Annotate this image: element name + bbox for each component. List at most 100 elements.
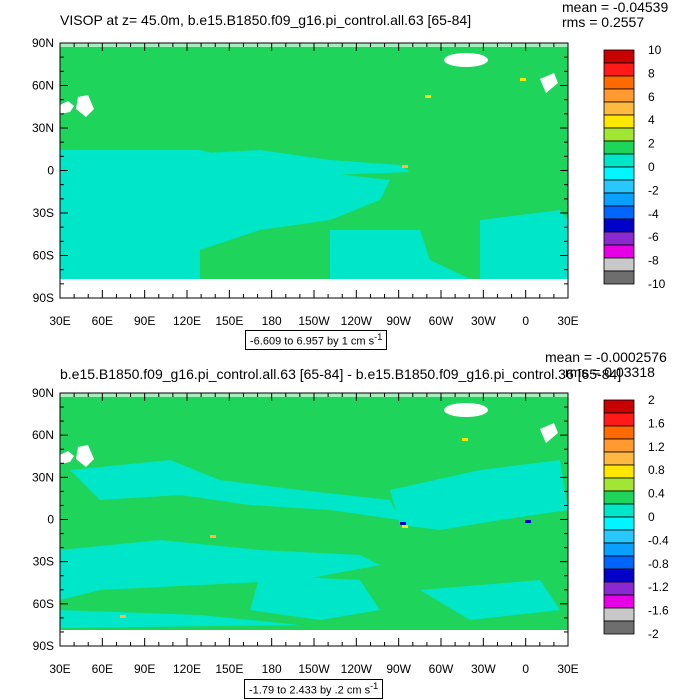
x-tick-label: 120W: [341, 662, 373, 676]
colorbar-box: [603, 425, 635, 440]
colorbar-box: [603, 477, 635, 492]
land-patch: [76, 95, 94, 117]
colorbar-label: 0: [648, 160, 655, 174]
colorbar-box: [603, 140, 635, 155]
x-tick-label: 60E: [92, 314, 113, 328]
negative-region: [170, 150, 410, 175]
greenland-land: [444, 403, 488, 417]
colorbar-label: -8: [648, 254, 659, 268]
y-tick-label: 30S: [33, 555, 54, 569]
colorbar-box: [603, 166, 635, 181]
x-tick-label: 60E: [92, 662, 113, 676]
chart-title: b.e15.B1850.f09_g16.pi_control.all.63 [6…: [60, 366, 622, 382]
colorbar-box: [603, 205, 635, 220]
colorbar-box: [603, 88, 635, 103]
colorbar-box: [603, 75, 635, 90]
y-tick-label: 30N: [32, 121, 54, 135]
x-tick-label: 30W: [471, 314, 496, 328]
colorbar-label: -4: [648, 207, 659, 221]
negative-region: [420, 580, 560, 620]
colorbar-label: -1.2: [648, 580, 669, 594]
anomaly-mark: [462, 438, 468, 441]
rms-label: rms = 0.2557: [562, 14, 645, 30]
bottom-panel: b.e15.B1850.f09_g16.pi_control.all.63 [6…: [0, 350, 700, 700]
greenland-land: [444, 53, 488, 67]
y-tick-label: 90S: [33, 291, 54, 305]
negative-region: [390, 460, 568, 530]
colorbar-box: [603, 153, 635, 168]
colorbar-box: [603, 257, 635, 272]
colorbar-box: [603, 451, 635, 466]
y-tick-label: 90N: [32, 36, 54, 50]
colorbar-label: -6: [648, 230, 659, 244]
colorbar-label: 1.6: [648, 416, 665, 430]
land-patch: [76, 445, 94, 467]
top-panel: VISOP at z= 45.0m, b.e15.B1850.f09_g16.p…: [32, 0, 668, 350]
colorbar-box: [603, 529, 635, 544]
stats-block: mean = -0.0002576 rms = 0.03318: [545, 350, 667, 380]
negative-region: [330, 230, 470, 279]
colorbar-box: [603, 516, 635, 531]
colorbar-box: [603, 490, 635, 505]
colorbar-box: [603, 127, 635, 142]
y-tick-label: 60S: [33, 249, 54, 263]
stats-block: mean = -0.04539 rms = 0.2557: [562, 0, 668, 30]
colorbar-label: 6: [648, 90, 655, 104]
colorbar-label: 2: [648, 137, 655, 151]
mean-label: mean = -0.0002576: [545, 349, 667, 365]
x-tick-label: 90E: [134, 662, 155, 676]
colorbar-box: [603, 581, 635, 596]
colorbar-label: -2: [648, 627, 659, 641]
x-tick-label: 120E: [173, 662, 201, 676]
colorbar-label: -2: [648, 183, 659, 197]
colorbar-box: [603, 542, 635, 557]
x-tick-label: 90W: [386, 662, 411, 676]
x-tick-label: 90E: [134, 314, 155, 328]
colorbar-box: [603, 218, 635, 233]
colorbar-label: 1.2: [648, 440, 665, 454]
x-tick-label: 180: [262, 662, 282, 676]
colorbar-box: [603, 464, 635, 479]
negative-region: [88, 200, 120, 230]
mean-label: mean = -0.04539: [562, 0, 669, 15]
colorbar-label: 8: [648, 66, 655, 80]
negative-region: [70, 460, 400, 520]
map-plot: 90N 60N 30N 0 30S 60S 90S 30E 60E 90E 120E 150E 180 1…: [32, 36, 666, 328]
x-tick-label: 30E: [557, 314, 578, 328]
y-tick-label: 0: [47, 164, 54, 178]
y-tick-label: 30N: [32, 470, 54, 484]
colorbar-box: [603, 620, 635, 635]
colorbar-label: 2: [648, 393, 655, 407]
colorbar-box: [603, 594, 635, 609]
y-tick-label: 30S: [33, 206, 54, 220]
land-patch: [60, 101, 74, 114]
y-tick-label: 60S: [33, 597, 54, 611]
colorbar-box: [603, 555, 635, 570]
colorbar-box: [603, 179, 635, 194]
anomaly-mark: [525, 520, 531, 523]
colorbar-label: -10: [648, 277, 666, 291]
colorbar-box: [603, 399, 635, 414]
land-patch: [540, 423, 558, 443]
x-tick-label: 120W: [341, 314, 373, 328]
colorbar-box: [603, 568, 635, 583]
anomaly-mark: [425, 95, 431, 98]
negative-region: [60, 540, 380, 600]
colorbar-label: -0.4: [648, 533, 669, 547]
colorbar-label: 0.4: [648, 487, 665, 501]
x-tick-label: 150W: [298, 314, 330, 328]
contour-range-label: -6.609 to 6.957 by 1 cm s-1: [245, 330, 388, 350]
colorbar-label: 0: [648, 510, 655, 524]
x-tick-label: 30E: [49, 662, 70, 676]
colorbar-label: 4: [648, 113, 655, 127]
y-tick-label: 60N: [32, 428, 54, 442]
colorbar-box: [603, 192, 635, 207]
anomaly-mark: [400, 522, 406, 525]
x-tick-label: 150E: [215, 314, 243, 328]
chart-title: VISOP at z= 45.0m, b.e15.B1850.f09_g16.p…: [60, 12, 472, 28]
land-patch: [60, 451, 74, 464]
colorbar-box: [603, 503, 635, 518]
colorbar-box: [603, 244, 635, 259]
colorbar-box: [603, 114, 635, 129]
colorbar-label: 0.8: [648, 463, 665, 477]
